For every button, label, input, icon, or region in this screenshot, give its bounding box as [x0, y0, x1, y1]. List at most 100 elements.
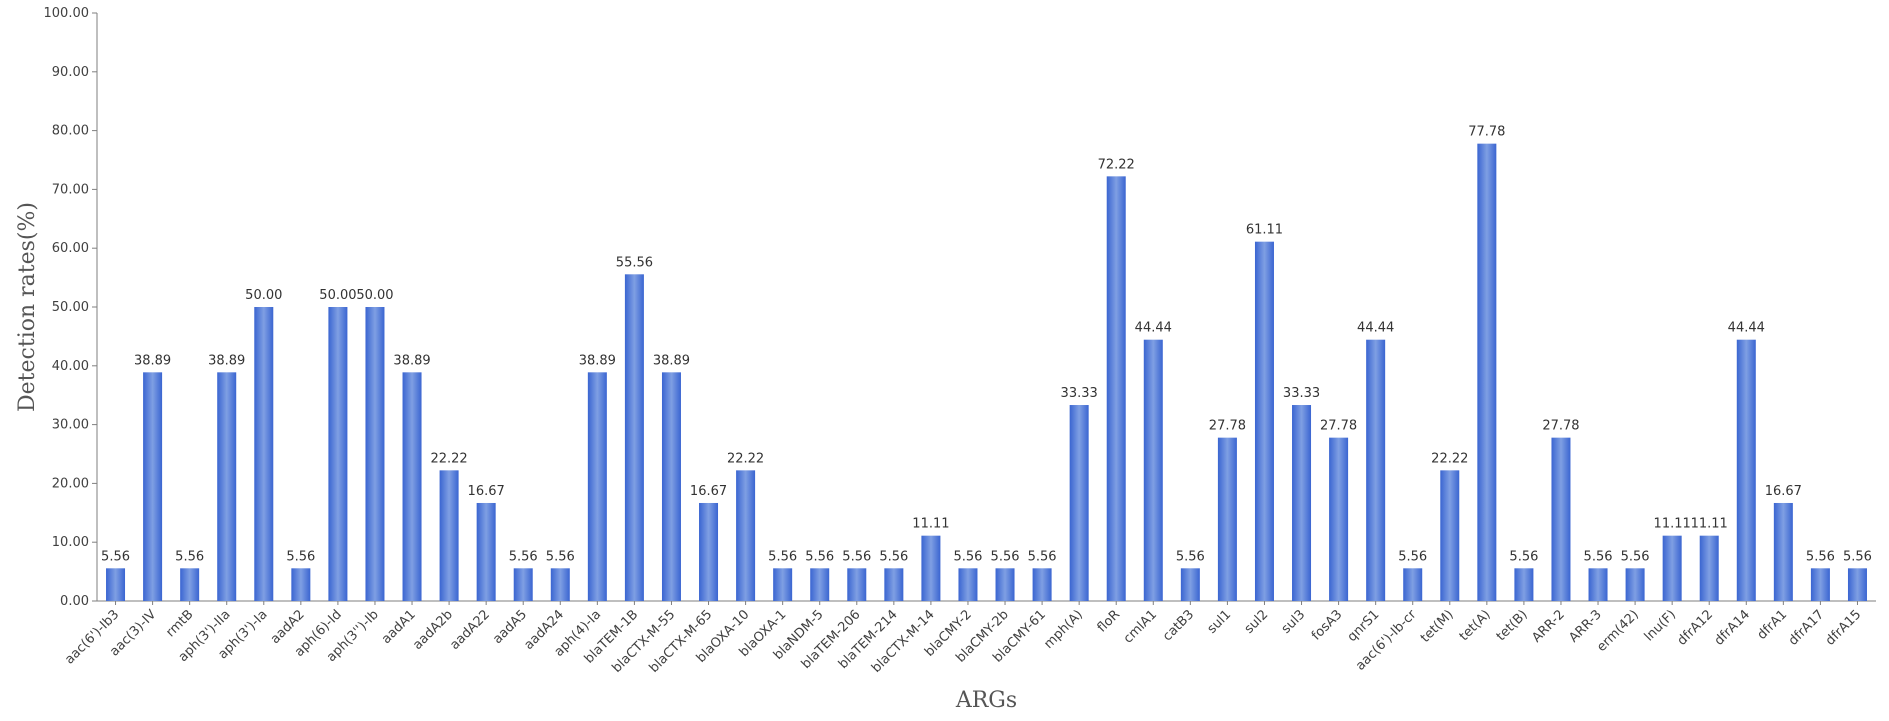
bar: [1106, 176, 1126, 601]
bar: [884, 568, 904, 601]
data-label: 5.56: [1806, 549, 1835, 564]
bar: [180, 568, 200, 601]
category-label: tet(B): [1494, 607, 1531, 644]
bar: [1514, 568, 1534, 601]
y-tick-label: 20.00: [52, 476, 89, 491]
bar: [810, 568, 830, 601]
category-label: rmtB: [163, 607, 196, 640]
data-label: 27.78: [1542, 419, 1579, 434]
data-label: 50.00: [245, 288, 282, 303]
category-label: sul3: [1279, 607, 1309, 637]
category-label: aac(6')-Ib3: [62, 607, 122, 667]
category-label: mph(A): [1041, 607, 1086, 652]
bar: [1032, 568, 1052, 601]
bar: [476, 502, 496, 601]
data-label: 44.44: [1728, 321, 1765, 336]
bar: [1180, 568, 1200, 601]
bar: [1699, 535, 1719, 601]
data-label: 22.22: [1431, 451, 1468, 466]
bar: [587, 372, 607, 601]
bar: [365, 307, 385, 601]
data-label: 38.89: [653, 353, 690, 368]
data-label: 50.00: [319, 288, 356, 303]
bar: [921, 535, 941, 601]
bar: [958, 568, 978, 601]
data-label: 61.11: [1246, 223, 1283, 238]
bar: [143, 372, 163, 601]
category-label: sul1: [1205, 607, 1235, 637]
bar: [1292, 405, 1312, 601]
y-tick-label: 80.00: [52, 124, 89, 139]
data-label: 16.67: [1765, 484, 1802, 499]
data-label: 38.89: [208, 353, 245, 368]
y-axis-title: Detection rates(%): [15, 202, 40, 412]
bar: [550, 568, 570, 601]
bar: [1329, 437, 1349, 601]
y-tick-label: 100.00: [44, 6, 90, 21]
category-label: dfrA17: [1786, 607, 1827, 648]
bars: [106, 143, 1867, 601]
bar: [1366, 339, 1386, 601]
data-label: 27.78: [1320, 419, 1357, 434]
data-label: 16.67: [468, 484, 505, 499]
data-label: 5.56: [101, 549, 130, 564]
data-label: 33.33: [1061, 386, 1098, 401]
data-label: 44.44: [1135, 321, 1172, 336]
y-tick-label: 70.00: [52, 182, 89, 197]
data-label: 5.56: [509, 549, 538, 564]
data-label: 5.56: [1584, 549, 1613, 564]
y-tick-label: 90.00: [52, 65, 89, 80]
y-tick-label: 10.00: [52, 535, 89, 550]
bar: [402, 372, 422, 601]
bar: [1551, 437, 1571, 601]
data-label: 5.56: [1843, 549, 1872, 564]
category-label: fosA3: [1309, 607, 1345, 643]
category-label: cmlA1: [1121, 607, 1160, 646]
data-label: 5.56: [805, 549, 834, 564]
bar: [106, 568, 126, 601]
data-label: 5.56: [1028, 549, 1057, 564]
data-label: 44.44: [1357, 321, 1394, 336]
category-label: dfrA1: [1755, 607, 1791, 643]
y-tick-label: 30.00: [52, 418, 89, 433]
bar: [1217, 437, 1237, 601]
data-label: 5.56: [842, 549, 871, 564]
y-tick-label: 0.00: [60, 594, 89, 609]
bar: [699, 502, 719, 601]
bar: [773, 568, 793, 601]
y-tick-label: 40.00: [52, 359, 89, 374]
bar: [1736, 339, 1756, 601]
data-label: 33.33: [1283, 386, 1320, 401]
y-axis: 0.00 10.00 20.00 30.00 40.00 50.00 60.00 70.00 8…: [44, 6, 98, 609]
data-label: 55.56: [616, 255, 653, 270]
category-label: ARR-2: [1529, 607, 1567, 645]
bar: [995, 568, 1015, 601]
data-label: 5.56: [1176, 549, 1205, 564]
bar: [624, 274, 644, 601]
category-label: aadA2b: [410, 607, 456, 653]
data-label: 50.00: [356, 288, 393, 303]
bar: [1773, 502, 1793, 601]
bar: [1625, 568, 1645, 601]
category-label: dfrA15: [1823, 607, 1864, 648]
data-label: 5.56: [546, 549, 575, 564]
x-axis: [97, 600, 1876, 605]
bar: [1847, 568, 1867, 601]
category-label: dfrA14: [1712, 607, 1753, 648]
data-label: 16.67: [690, 484, 727, 499]
bar: [328, 307, 348, 601]
category-label: tet(A): [1457, 607, 1494, 644]
bar: [1477, 143, 1497, 601]
x-axis-title: ARGs: [955, 688, 1017, 713]
data-label: 5.56: [175, 549, 204, 564]
data-label: 5.56: [879, 549, 908, 564]
data-label: 72.22: [1098, 157, 1135, 172]
bar: [736, 470, 756, 601]
bar: [1662, 535, 1682, 601]
bar: [254, 307, 274, 601]
bar: [439, 470, 459, 601]
data-label: 5.56: [286, 549, 315, 564]
